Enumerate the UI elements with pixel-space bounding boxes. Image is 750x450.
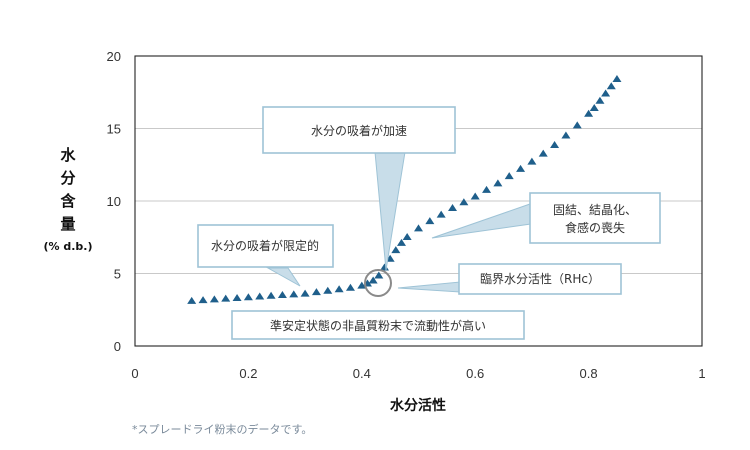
y-axis-title-char: 水 xyxy=(60,146,76,164)
data-point xyxy=(595,96,605,104)
annotation-rhc: 臨界水分活性（RHc） xyxy=(458,263,622,295)
data-point xyxy=(221,294,231,302)
x-tick-labels: 0 0.2 0.4 0.6 0.8 1 xyxy=(131,366,705,381)
data-point xyxy=(584,109,594,117)
annotation-text: 食感の喪失 xyxy=(565,220,625,235)
y-tick-labels: 0 5 10 15 20 xyxy=(107,49,121,354)
connector-caking xyxy=(431,203,546,239)
data-point xyxy=(436,210,446,218)
data-point xyxy=(368,276,378,284)
data-point xyxy=(504,172,514,180)
annotation-text: 固結、結晶化、 xyxy=(553,203,637,217)
data-point xyxy=(374,271,384,279)
x-tick-label: 1 xyxy=(698,366,705,381)
data-point xyxy=(396,238,406,246)
footnote: *スプレードライ粉末のデータです。 xyxy=(132,422,312,436)
data-point xyxy=(334,285,344,293)
annotation-box xyxy=(458,263,622,295)
data-point xyxy=(402,233,412,241)
annotation-connectors xyxy=(266,151,546,293)
plot-frame xyxy=(134,55,703,347)
annotation-text: 水分の吸着が加速 xyxy=(311,123,407,138)
data-point xyxy=(300,289,310,297)
y-axis-title-char: 分 xyxy=(60,169,75,187)
data-point xyxy=(414,224,423,232)
data-point xyxy=(209,295,219,303)
data-point xyxy=(482,185,492,193)
data-point xyxy=(243,293,253,301)
y-axis-unit: (% d.b.) xyxy=(43,240,92,253)
annotation-box xyxy=(197,224,334,268)
data-point xyxy=(289,290,299,298)
data-point xyxy=(232,293,242,301)
y-tick-label: 15 xyxy=(107,122,121,137)
critical-point-circle xyxy=(364,269,392,297)
x-tick-label: 0.6 xyxy=(466,366,484,381)
data-point xyxy=(266,291,276,299)
annotation-box xyxy=(262,106,456,154)
x-tick-label: 0.4 xyxy=(353,366,371,381)
data-point xyxy=(255,292,265,300)
annotation-limited: 水分の吸着が限定的 xyxy=(197,224,334,268)
data-point xyxy=(493,179,503,187)
data-point xyxy=(425,217,435,225)
annotation-caking: 固結、結晶化、 食感の喪失 xyxy=(529,192,661,244)
data-point xyxy=(345,283,355,291)
y-axis-title-char: 含 xyxy=(60,192,76,210)
annotation-text: 水分の吸着が限定的 xyxy=(211,238,319,253)
data-point xyxy=(277,291,287,299)
annotation-box xyxy=(529,192,661,244)
data-point xyxy=(516,164,526,172)
y-tick-label: 10 xyxy=(107,194,121,209)
annotation-text: 準安定状態の非晶質粉末で流動性が高い xyxy=(270,318,486,333)
data-point xyxy=(612,75,622,82)
y-axis-title: 水 分 含 量 (% d.b.) xyxy=(43,146,92,253)
data-point xyxy=(589,104,599,111)
y-axis-title-char: 量 xyxy=(60,215,75,233)
connector-limited xyxy=(266,267,301,287)
data-point xyxy=(527,157,537,165)
data-point xyxy=(198,296,208,304)
y-tick-label: 20 xyxy=(107,49,121,64)
data-point xyxy=(470,192,480,200)
y-tick-label: 0 xyxy=(114,339,121,354)
x-tick-label: 0.2 xyxy=(239,366,257,381)
data-point xyxy=(187,296,197,304)
data-point xyxy=(606,82,616,90)
data-point xyxy=(379,263,389,271)
connector-accelerate xyxy=(374,151,406,271)
data-point xyxy=(357,281,367,289)
data-point xyxy=(459,198,469,206)
data-point xyxy=(572,121,582,129)
data-point xyxy=(538,149,548,157)
connector-rhc xyxy=(397,281,461,293)
y-tick-label: 5 xyxy=(114,267,121,282)
x-tick-label: 0 xyxy=(131,366,138,381)
data-series xyxy=(187,75,622,304)
annotation-metastable: 準安定状態の非晶質粉末で流動性が高い xyxy=(231,310,525,340)
x-tick-label: 0.8 xyxy=(580,366,598,381)
data-point xyxy=(601,89,611,97)
data-point xyxy=(391,246,401,254)
data-point xyxy=(448,204,458,212)
annotation-box xyxy=(231,310,525,340)
data-point xyxy=(323,286,333,294)
x-axis-title: 水分活性 xyxy=(390,397,446,414)
annotation-text: 臨界水分活性（RHc） xyxy=(480,272,600,286)
data-point xyxy=(311,288,321,296)
data-point xyxy=(561,131,571,139)
data-point xyxy=(550,140,560,148)
annotation-accelerate: 水分の吸着が加速 xyxy=(262,106,456,154)
